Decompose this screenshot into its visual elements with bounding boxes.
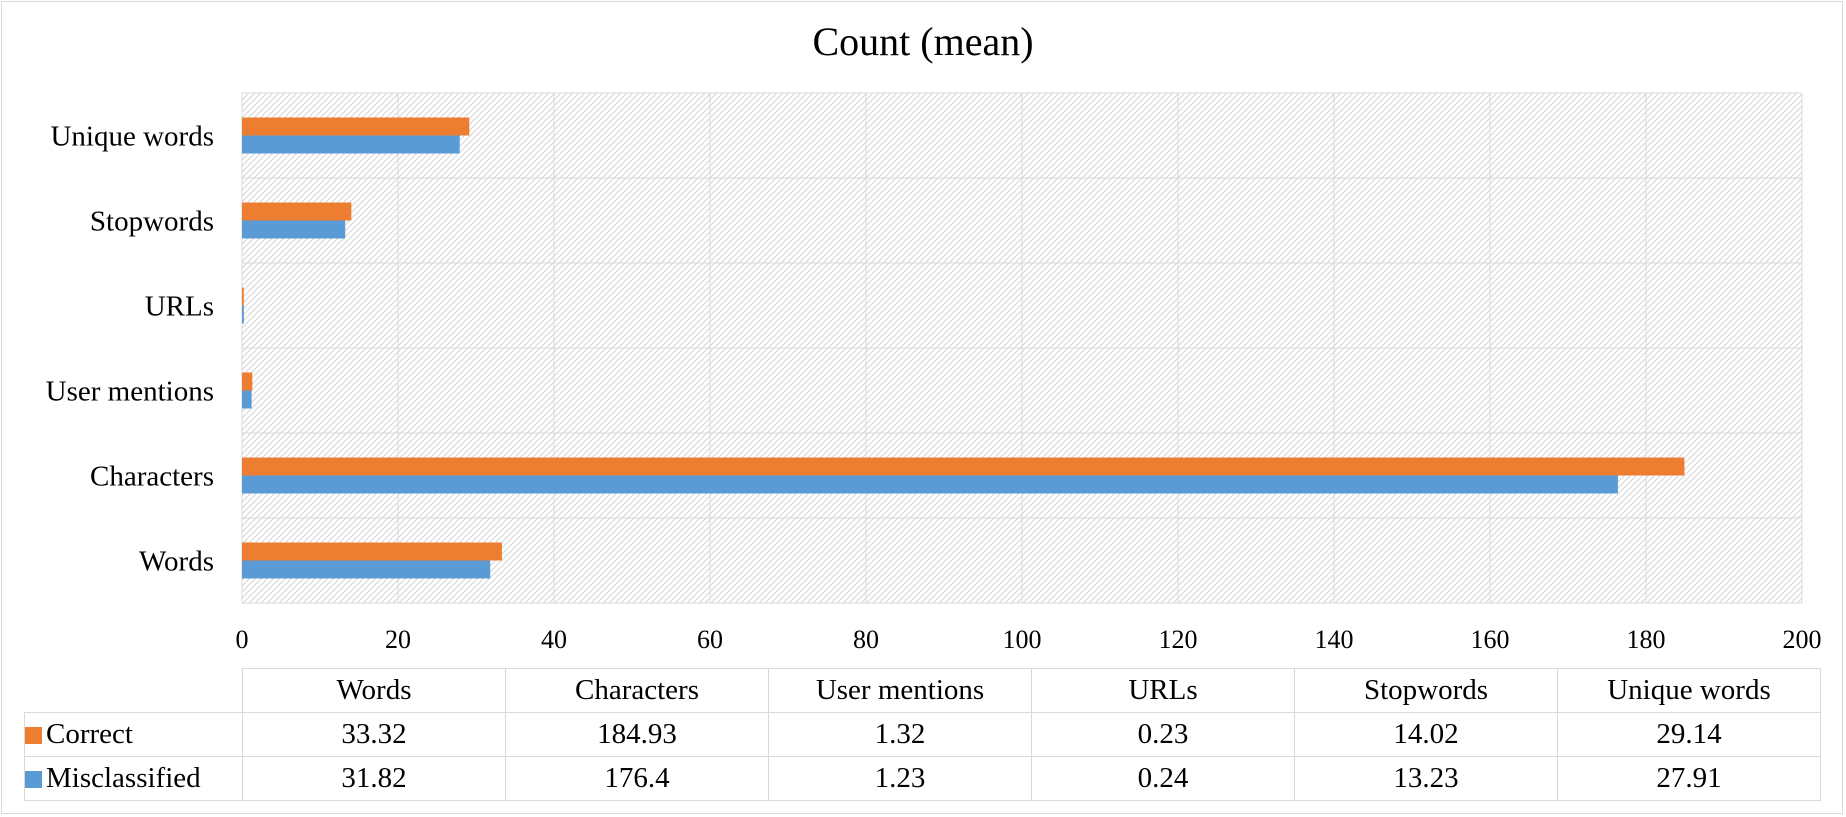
x-tick-label: 80 xyxy=(853,625,879,654)
data-table-cell: 1.23 xyxy=(768,756,1032,801)
legend-swatch xyxy=(25,727,42,744)
bar-misclassified-user-mentions xyxy=(242,390,252,409)
category-label: Unique words xyxy=(50,121,214,153)
data-table-row: Misclassified 31.82 176.4 1.23 0.24 13.23 27.9… xyxy=(24,756,1821,801)
legend-swatch xyxy=(25,771,42,788)
bar-misclassified-stopwords xyxy=(242,220,346,239)
data-table-cell: 1.32 xyxy=(768,712,1032,757)
data-table-column-header: Unique words xyxy=(1557,668,1821,713)
data-table-row: Correct 33.32 184.93 1.32 0.23 14.02 29.14 xyxy=(24,712,1821,757)
category-label: Stopwords xyxy=(90,206,214,238)
data-table-cell: 0.23 xyxy=(1031,712,1295,757)
data-table-column-header: Words xyxy=(242,668,506,713)
data-table-cell: 31.82 xyxy=(242,756,506,801)
bar-misclassified-unique-words xyxy=(242,135,460,154)
data-table-cell: 0.24 xyxy=(1031,756,1295,801)
legend-entry: Misclassified xyxy=(24,756,243,801)
gridlines xyxy=(241,92,1803,604)
x-tick-labels: 0 20 40 60 80 100 120 140 160 180 200 xyxy=(236,625,1822,654)
x-tick-label: 180 xyxy=(1627,625,1666,654)
x-tick-label: 60 xyxy=(697,625,723,654)
x-tick-label: 0 xyxy=(236,625,249,654)
data-table-corner xyxy=(24,668,243,713)
bar-correct-words xyxy=(242,542,502,561)
category-label: Characters xyxy=(90,461,214,493)
data-table-cell: 14.02 xyxy=(1294,712,1558,757)
legend-label: Correct xyxy=(46,718,133,750)
bar-misclassified-characters xyxy=(242,475,1618,494)
data-table-cell: 13.23 xyxy=(1294,756,1558,801)
bar-correct-characters xyxy=(242,457,1685,476)
bar-correct-user-mentions xyxy=(242,372,253,391)
x-tick-label: 200 xyxy=(1783,625,1822,654)
data-table-cell: 184.93 xyxy=(505,712,769,757)
data-table-cell: 29.14 xyxy=(1557,712,1821,757)
x-tick-label: 120 xyxy=(1159,625,1198,654)
x-tick-label: 160 xyxy=(1471,625,1510,654)
x-tick-label: 140 xyxy=(1315,625,1354,654)
legend-entry: Correct xyxy=(24,712,243,757)
chart-title: Count (mean) xyxy=(812,19,1034,64)
data-table-column-header: User mentions xyxy=(768,668,1032,713)
category-labels: Words Characters User mentions URLs Stopword… xyxy=(46,121,214,578)
bars xyxy=(242,117,1685,579)
data-table: Words Characters User mentions URLs Stopword… xyxy=(24,668,1821,801)
legend-label: Misclassified xyxy=(46,762,201,794)
data-table-cell: 27.91 xyxy=(1557,756,1821,801)
data-table-column-header: URLs xyxy=(1031,668,1295,713)
data-table-cell: 176.4 xyxy=(505,756,769,801)
bar-misclassified-words xyxy=(242,560,491,579)
x-tick-label: 100 xyxy=(1003,625,1042,654)
x-tick-label: 20 xyxy=(385,625,411,654)
bar-correct-urls xyxy=(242,287,244,306)
data-table-cell: 33.32 xyxy=(242,712,506,757)
bar-correct-unique-words xyxy=(242,117,470,136)
category-label: URLs xyxy=(145,291,214,323)
category-label: User mentions xyxy=(46,376,214,408)
category-label: Words xyxy=(139,546,214,578)
data-table-column-header: Characters xyxy=(505,668,769,713)
bar-misclassified-urls xyxy=(242,305,244,324)
bar-correct-stopwords xyxy=(242,202,352,221)
x-tick-label: 40 xyxy=(541,625,567,654)
bar-chart: Words Characters User mentions URLs Stopword… xyxy=(46,92,1822,654)
data-table-column-header: Stopwords xyxy=(1294,668,1558,713)
data-table-header-row: Words Characters User mentions URLs Stopword… xyxy=(24,668,1821,713)
